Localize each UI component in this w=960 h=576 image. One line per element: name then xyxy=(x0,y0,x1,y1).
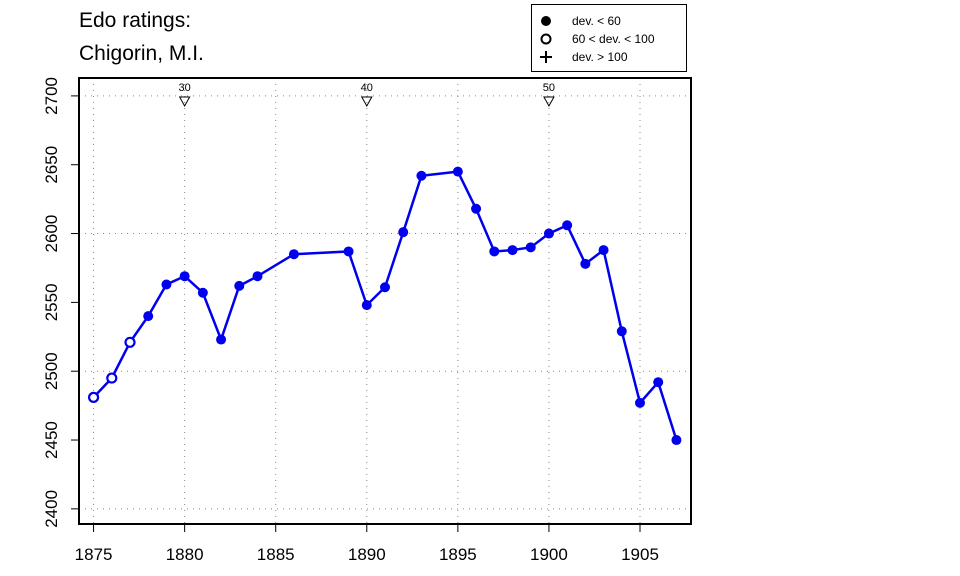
chart-title-line-2: Chigorin, M.I. xyxy=(79,42,204,65)
data-point xyxy=(398,227,409,238)
data-point xyxy=(598,245,609,256)
y-tick-label: 2400 xyxy=(42,490,61,528)
data-point xyxy=(288,249,299,260)
data-point xyxy=(216,334,227,345)
data-point xyxy=(616,326,627,337)
legend-label: dev. > 100 xyxy=(572,50,628,64)
data-point xyxy=(161,279,172,290)
age-marker-label: 40 xyxy=(361,82,373,94)
y-tick-label: 2600 xyxy=(42,215,61,253)
age-marker-label: 30 xyxy=(179,82,191,94)
data-point xyxy=(380,282,390,293)
x-tick-label: 1900 xyxy=(530,545,568,564)
data-point xyxy=(562,220,573,231)
data-point xyxy=(671,435,682,446)
data-point xyxy=(525,242,536,253)
rating-series xyxy=(87,166,682,446)
data-point xyxy=(653,377,664,388)
x-tick-label: 1875 xyxy=(75,545,113,564)
data-point xyxy=(234,280,245,291)
plot-frame xyxy=(78,77,692,525)
plus-icon xyxy=(540,51,552,63)
legend: dev. < 60 60 < dev. < 100 dev. > 100 xyxy=(531,4,687,72)
age-marker-triangle-icon xyxy=(178,96,191,108)
age-marker-triangle-icon xyxy=(360,96,373,108)
data-point xyxy=(143,311,154,322)
data-point xyxy=(343,246,354,257)
data-point xyxy=(416,170,427,181)
data-point-open xyxy=(124,336,136,348)
x-tick-label: 1885 xyxy=(257,545,295,564)
axes: 1875 1880 1885 1890 1895 1900 1905 2400 2450 2500… xyxy=(42,77,659,564)
data-point-open xyxy=(106,372,118,384)
legend-entry-plus: dev. > 100 xyxy=(532,49,686,67)
y-tick-label: 2550 xyxy=(42,283,61,321)
data-point xyxy=(361,300,372,311)
x-tick-label: 1895 xyxy=(439,545,477,564)
legend-label: 60 < dev. < 100 xyxy=(572,32,655,46)
grid xyxy=(79,78,691,524)
x-tick-label: 1880 xyxy=(166,545,204,564)
x-tick-label: 1890 xyxy=(348,545,386,564)
y-tick-label: 2500 xyxy=(42,352,61,390)
legend-entry-filled: dev. < 60 xyxy=(532,13,686,31)
age-markers: 30 40 50 xyxy=(178,82,555,108)
data-point xyxy=(507,245,518,256)
data-point-open xyxy=(87,391,100,403)
filled-circle-icon xyxy=(541,16,551,26)
legend-entry-open: 60 < dev. < 100 xyxy=(532,31,686,49)
chart-title-line-1: Edo ratings: xyxy=(79,9,192,32)
y-tick-label: 2650 xyxy=(42,146,61,184)
open-circle-icon xyxy=(540,33,552,45)
series-line xyxy=(92,170,678,441)
data-point xyxy=(252,271,263,282)
age-marker-label: 50 xyxy=(543,82,555,94)
age-marker-triangle-icon xyxy=(543,96,555,108)
data-point xyxy=(635,397,645,408)
data-point xyxy=(489,246,500,257)
legend-label: dev. < 60 xyxy=(572,14,621,28)
data-point xyxy=(471,203,482,214)
y-tick-label: 2700 xyxy=(42,77,61,115)
data-point xyxy=(197,287,208,298)
x-tick-label: 1905 xyxy=(621,545,659,564)
data-point xyxy=(580,258,591,269)
data-point xyxy=(543,228,554,239)
y-tick-label: 2450 xyxy=(42,421,61,459)
data-point xyxy=(452,166,463,177)
data-point xyxy=(179,271,190,282)
